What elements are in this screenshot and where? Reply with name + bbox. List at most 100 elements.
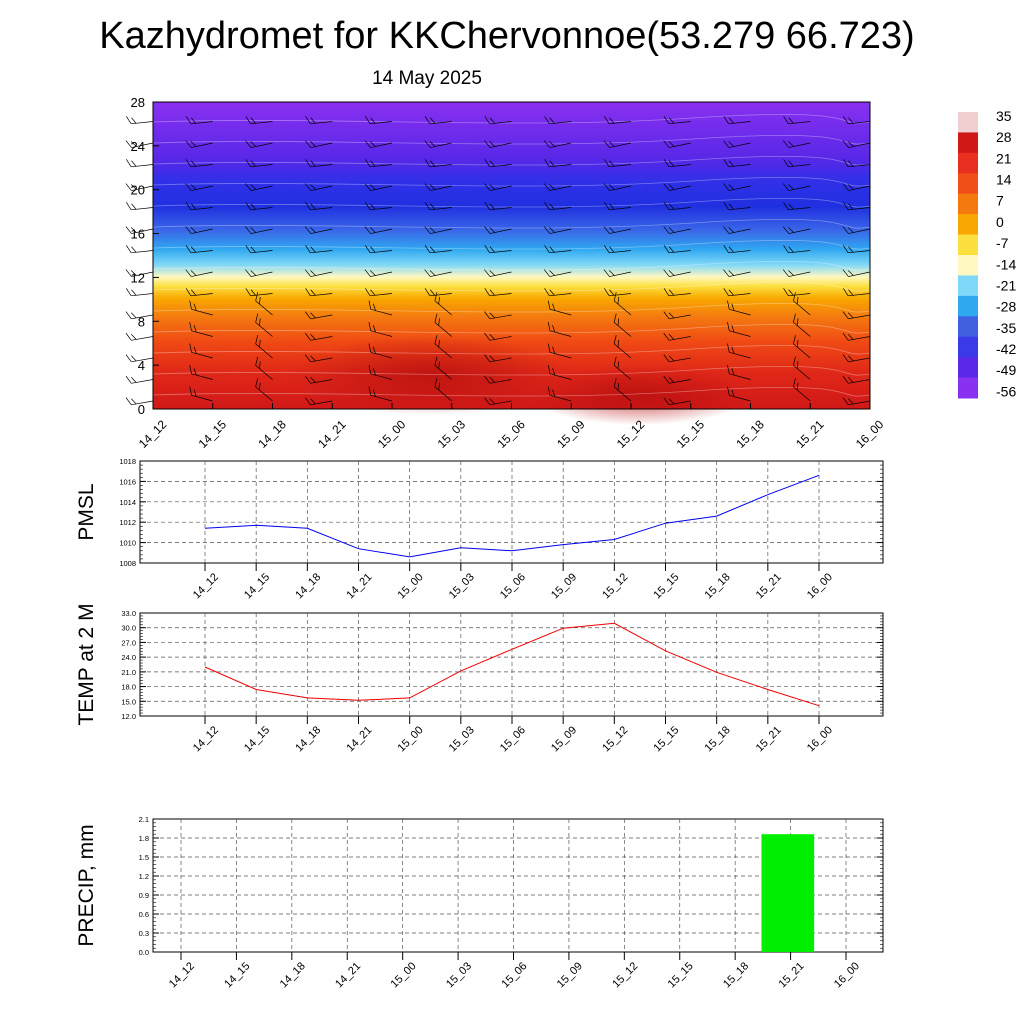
wind-barb [604,202,632,211]
wind-barb [663,311,691,320]
wind-barb [723,226,751,234]
x-tick-label: 14_18 [255,417,289,451]
wind-barb [484,311,512,320]
chart-subtitle: 14 May 2025 [372,68,482,89]
wind-barb [484,332,512,341]
colorbar-swatch [958,295,978,317]
wind-barb [364,226,393,234]
colorbar-label: -35 [996,320,1016,336]
wind-barb [484,116,512,125]
wind-barb [613,313,632,337]
x-tick-label: 16_00 [832,960,862,990]
wind-barb [424,183,452,191]
temp-panel-ylabel: TEMP at 2 M [75,603,98,725]
wind-barb [547,386,572,402]
colorbar-label: 21 [996,150,1012,166]
wind-barb [304,269,333,277]
wind-barb [189,300,213,316]
wind-barb [424,202,452,211]
wind-barb [189,364,213,380]
colorbar-label: -56 [996,383,1016,399]
y-tick-label: 12.0 [121,712,136,721]
wind-barb [543,183,572,191]
contour-line [152,197,871,208]
wind-barb [434,356,452,380]
wind-barb [727,364,751,380]
y-tick-label: 16 [131,227,145,242]
wind-barb [843,202,871,211]
wind-barb [368,300,393,316]
wind-barb [544,202,572,211]
x-tick-label: 15_18 [703,724,733,754]
x-tick-label: 15_12 [600,724,630,754]
colorbar-label: -21 [996,277,1016,293]
y-tick-label: 24 [131,139,145,154]
y-tick-label: 1010 [119,539,136,548]
wind-barb [255,356,273,380]
wind-barb [434,378,452,402]
wind-barb [484,202,512,211]
wind-barb [723,288,751,297]
wind-barb [613,378,632,402]
x-tick-label: 15_06 [499,960,529,990]
wind-barb [727,321,751,337]
wind-barb [783,159,811,168]
x-tick-label: 14_12 [191,724,221,754]
wind-barb [604,245,632,254]
wind-barb [663,116,691,125]
y-tick-label: 1016 [119,477,136,486]
wind-barb [245,288,273,297]
x-tick-label: 14_18 [293,724,323,754]
pmsl-panel-frame [139,460,884,564]
x-tick-label: 15_15 [651,571,681,601]
wind-barb [126,288,154,297]
x-tick-label: 15_18 [703,571,733,601]
x-tick-label: 15_21 [754,724,784,754]
wind-barb [793,378,811,402]
y-tick-label: 1008 [119,559,136,568]
x-tick-label: 15_09 [549,571,579,601]
y-tick-label: 0.3 [139,929,149,938]
wind-barb [424,269,452,277]
y-tick-label: 1.5 [139,853,149,862]
wind-barb [364,269,393,277]
contour-line [152,218,871,229]
wind-barb [245,226,273,234]
wind-barb [723,140,751,148]
wind-barb [727,300,751,316]
wind-barb [613,335,632,359]
wind-barb [613,356,632,380]
x-tick-label: 15_06 [498,724,528,754]
wind-barb [603,269,632,277]
x-tick-label: 16_00 [805,571,835,601]
y-tick-label: 33.0 [121,609,136,618]
wind-barb [484,226,512,234]
precip-panel-frame [152,818,884,953]
wind-barb [723,116,751,125]
wind-barb [245,183,273,191]
wind-barb [603,183,632,191]
x-tick-label: 15_06 [498,571,528,601]
wind-barb [723,159,751,168]
colorbar-label: 14 [996,172,1012,188]
wind-barb [663,159,691,168]
wind-barb [723,202,751,211]
wind-barb [125,311,154,320]
x-tick-label: 14_12 [191,571,221,601]
contour-line [152,281,871,292]
wind-barb [793,313,811,337]
wind-barb [185,140,213,148]
wind-barb [783,202,811,211]
wind-barb [543,226,572,234]
wind-barb [368,386,393,402]
y-tick-label: 1014 [119,498,136,507]
wind-barb [434,335,452,359]
wind-barb [663,332,691,341]
y-tick-label: 28 [131,95,145,110]
y-tick-label: 12 [131,270,145,285]
x-tick-label: 16_00 [805,724,835,754]
wind-barb [484,183,512,191]
wind-barb [424,159,452,168]
wind-barb [126,159,154,168]
